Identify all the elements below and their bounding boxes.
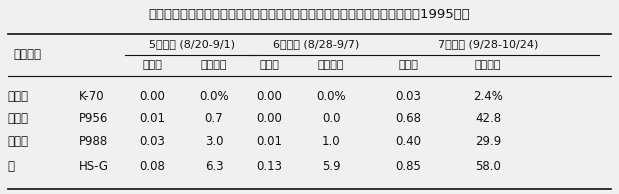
- Text: 5.9: 5.9: [322, 160, 340, 173]
- Text: 0.01: 0.01: [139, 113, 165, 126]
- Text: 0.00: 0.00: [139, 90, 165, 104]
- Text: P988: P988: [79, 135, 108, 148]
- Text: 58.0: 58.0: [475, 160, 501, 173]
- Text: 供試品種: 供試品種: [14, 48, 41, 61]
- Text: 〃: 〃: [7, 160, 15, 173]
- Text: P956: P956: [79, 113, 108, 126]
- Text: 6.3: 6.3: [205, 160, 223, 173]
- Text: 29.9: 29.9: [475, 135, 501, 148]
- Text: 中程度: 中程度: [7, 113, 28, 126]
- Text: 42.8: 42.8: [475, 113, 501, 126]
- Text: 0.85: 0.85: [395, 160, 421, 173]
- Text: 0.00: 0.00: [256, 113, 282, 126]
- Text: HS-G: HS-G: [79, 160, 108, 173]
- Text: 0.40: 0.40: [395, 135, 421, 148]
- Text: 発病株率: 発病株率: [475, 61, 501, 70]
- Text: 発病株率: 発病株率: [318, 61, 344, 70]
- Text: 0.0: 0.0: [322, 113, 340, 126]
- Text: 2.4%: 2.4%: [474, 90, 503, 104]
- Text: 0.0%: 0.0%: [199, 90, 229, 104]
- Text: 発病度: 発病度: [142, 61, 162, 70]
- Text: 5月播種 (8/20-9/1): 5月播種 (8/20-9/1): [149, 39, 235, 49]
- Text: 1.0: 1.0: [322, 135, 340, 148]
- Text: 発病度: 発病度: [259, 61, 279, 70]
- Text: 0.13: 0.13: [256, 160, 282, 173]
- Text: 発病度: 発病度: [398, 61, 418, 70]
- Text: 6月播種 (8/28-9/7): 6月播種 (8/28-9/7): [272, 39, 359, 49]
- Text: 0.0%: 0.0%: [316, 90, 346, 104]
- Text: 抵抗性: 抵抗性: [7, 90, 28, 104]
- Text: 罹病性: 罹病性: [7, 135, 28, 148]
- Text: 0.00: 0.00: [256, 90, 282, 104]
- Text: 0.03: 0.03: [395, 90, 421, 104]
- Text: 0.68: 0.68: [395, 113, 421, 126]
- Text: 3.0: 3.0: [205, 135, 223, 148]
- Text: 0.01: 0.01: [256, 135, 282, 148]
- Text: 発病株率: 発病株率: [201, 61, 227, 70]
- Text: K-70: K-70: [79, 90, 104, 104]
- Text: 0.03: 0.03: [139, 135, 165, 148]
- Text: 0.7: 0.7: [205, 113, 223, 126]
- Text: 7月播種 (9/28-10/24): 7月播種 (9/28-10/24): [438, 39, 539, 49]
- Text: 0.08: 0.08: [139, 160, 165, 173]
- Text: 表２．抵抗性品種および播種期移動による麦角病防除（括弧内は開花盛期、1995年）: 表２．抵抗性品種および播種期移動による麦角病防除（括弧内は開花盛期、1995年）: [149, 8, 470, 21]
